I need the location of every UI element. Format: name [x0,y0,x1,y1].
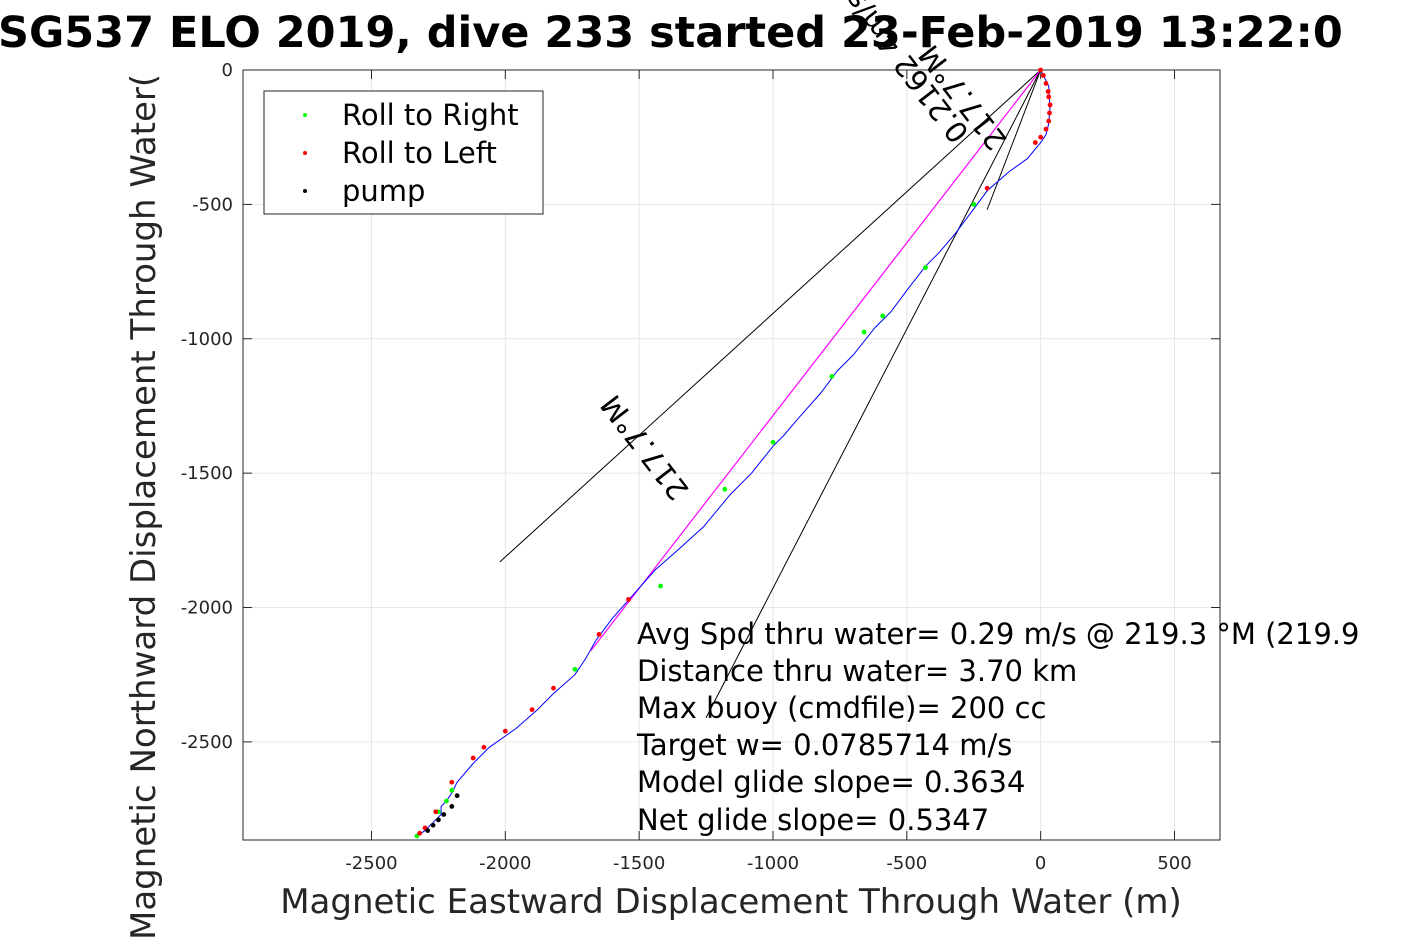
point-pump [449,804,455,809]
point-roll-to-left [626,597,631,602]
x-tick-label: -500 [886,853,927,874]
chart-title: SG537 ELO 2019, dive 233 started 23-Feb-… [0,8,1343,58]
cone-line [705,69,1042,718]
y-tick-label: 0 [222,60,233,81]
cone-lines [499,69,1042,718]
point-roll-to-right [923,265,928,270]
annotation-target-w: Target w= 0.0785714 m/s [636,728,1012,762]
point-roll-to-left [470,755,476,761]
point-roll-to-left [984,185,990,191]
point-roll-to-left [596,631,602,637]
point-roll-to-right [880,313,886,319]
y-axis: 0 -500 -1000 -1500 -2000 -2500 [181,60,1220,753]
point-roll-to-left [417,830,423,836]
legend-marker-pump [303,189,307,193]
point-roll-to-left [1046,118,1052,124]
cone-line [499,69,1041,563]
legend: Roll to Right Roll to Left pump [263,90,544,215]
x-tick-label: 0 [1035,853,1046,874]
plot-frame [242,69,1221,841]
point-pump [441,812,447,817]
legend-marker-roll-left [303,151,307,155]
point-roll-to-right [971,201,977,207]
point-roll-to-right [861,329,867,335]
point-roll-to-left [481,744,487,750]
annotation-max-buoy: Max buoy (cmdfile)= 200 cc [637,691,1046,725]
roll-points [414,67,1053,839]
stats-annotations: Avg Spd thru water= 0.29 m/s @ 219.3 °M … [636,617,1359,837]
point-roll-to-left [1038,134,1044,140]
point-roll-to-left [449,779,455,785]
x-tick-label: -1000 [747,853,799,874]
legend-marker-roll-right [303,113,307,117]
annotation-distance: Distance thru water= 3.70 km [637,654,1077,688]
point-roll-to-left [1038,67,1044,73]
y-tick-label: -1000 [181,329,233,350]
x-tick-label: -1500 [613,853,665,874]
point-roll-to-left [1043,81,1049,86]
legend-label-pump: pump [342,174,425,208]
point-pump [436,817,441,823]
point-roll-to-left [1046,94,1052,100]
y-tick-label: -500 [192,194,233,215]
point-roll-to-left [1047,102,1053,108]
y-axis-label: Magnetic Northward Displacement Through … [124,74,164,940]
cone-line [986,69,1042,210]
annotation-avg-speed: Avg Spd thru water= 0.29 m/s @ 219.3 °M … [637,617,1359,651]
point-pump [425,828,431,833]
point-roll-to-right [449,787,455,793]
point-roll-to-left [1045,89,1051,94]
point-roll-to-right [770,439,776,445]
x-tick-label: 500 [1157,853,1191,874]
y-tick-label: -2500 [181,732,233,753]
point-roll-to-right [722,486,728,492]
point-roll-to-left [529,707,535,713]
heading-line [590,69,1042,651]
point-roll-to-left [551,685,556,691]
point-pump [430,822,436,828]
point-roll-to-left [1047,110,1052,116]
track-line [416,69,1051,837]
point-roll-to-right [444,798,449,804]
x-tick-label: -2000 [479,853,531,874]
x-axis-label: Magnetic Eastward Displacement Through W… [280,882,1182,922]
x-tick-label: -2500 [345,853,397,874]
y-tick-label: -1500 [181,463,233,484]
annotation-net-glide: Net glide slope= 0.5347 [637,803,989,837]
annotation-model-glide: Model glide slope= 0.3634 [637,765,1025,799]
legend-label-roll-right: Roll to Right [342,98,519,132]
point-roll-to-right [829,373,835,379]
legend-label-roll-left: Roll to Left [342,136,497,170]
point-roll-to-left [502,728,508,734]
point-roll-to-right [572,666,578,672]
point-roll-to-left [1032,140,1038,145]
heading-segment [590,69,1042,651]
point-roll-to-left [433,809,439,815]
diag-label-bottom: 217.7°M [594,389,696,507]
point-roll-to-right [658,583,663,589]
grid [243,69,1220,840]
track-polyline [416,69,1051,837]
x-axis: -2500 -2000 -1500 -1000 -500 0 500 [345,70,1192,874]
point-roll-to-left [1043,126,1049,132]
point-pump [454,793,460,799]
point-roll-to-left [1040,72,1046,78]
y-tick-label: -2000 [181,598,233,619]
legend-box [263,90,544,215]
